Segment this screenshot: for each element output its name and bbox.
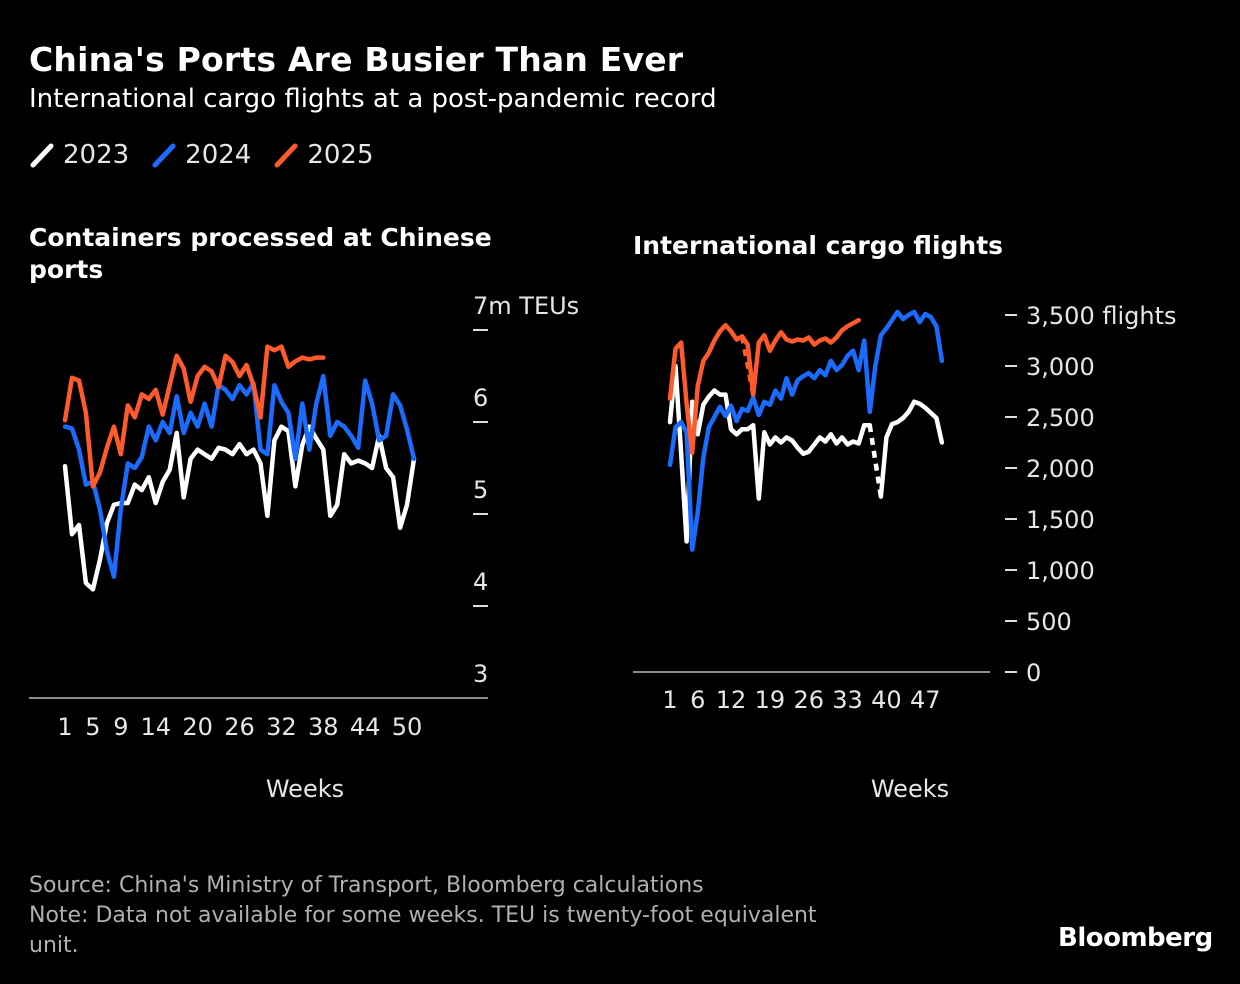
- x-tick-label: 14: [140, 713, 171, 741]
- series-line-2025: [62, 344, 326, 489]
- x-tick-label: 47: [910, 686, 941, 714]
- legend-item-2023: 2023: [29, 140, 129, 170]
- x-tick-label: 32: [266, 713, 297, 741]
- chart-title: China's Ports Are Busier Than Ever: [29, 40, 684, 79]
- legend-label-2024: 2024: [185, 140, 252, 170]
- x-tick-label: 12: [716, 686, 747, 714]
- legend-label-2023: 2023: [63, 140, 130, 170]
- y-tick-label: 0: [1026, 659, 1041, 687]
- legend-label-2025: 2025: [307, 140, 374, 170]
- y-tick-label: 3: [473, 660, 488, 688]
- y-tick-label: 500: [1026, 608, 1072, 636]
- left-panel-title: Containers processed at Chinese ports: [29, 223, 492, 284]
- series-line-2023: [667, 363, 945, 544]
- source-note: Source: China's Ministry of Transport, B…: [29, 873, 704, 898]
- y-tick-label: 7m TEUs: [473, 292, 579, 320]
- y-tick-label: 2,000: [1026, 455, 1095, 483]
- legend-swatch-2023: [30, 143, 54, 168]
- series-line-2025: [667, 317, 861, 455]
- y-tick-label: 3,000: [1026, 353, 1095, 381]
- gap-dash-2023: [867, 424, 884, 497]
- x-tick-label: 20: [182, 713, 213, 741]
- legend: 2023 2024 2025: [29, 140, 374, 170]
- data-note: Note: Data not available for some weeks.…: [29, 903, 817, 958]
- legend-item-2025: 2025: [273, 140, 374, 170]
- x-tick-label: 40: [871, 686, 902, 714]
- y-tick-label: 5: [473, 476, 488, 504]
- legend-item-2024: 2024: [151, 140, 251, 170]
- legend-swatch-2024: [152, 143, 176, 168]
- x-tick-label: 44: [350, 713, 381, 741]
- y-tick-label: 4: [473, 568, 488, 596]
- series-line-2024: [667, 309, 945, 552]
- x-tick-label: 26: [793, 686, 824, 714]
- x-tick-label: 5: [85, 713, 100, 741]
- x-axis-title: Weeks: [266, 775, 344, 803]
- x-tick-label: 1: [57, 713, 72, 741]
- x-tick-label: 38: [308, 713, 339, 741]
- chart-subtitle: International cargo flights at a post-pa…: [29, 84, 717, 114]
- y-tick-label: 1,500: [1026, 506, 1095, 534]
- x-tick-label: 1: [662, 686, 677, 714]
- bloomberg-logo: Bloomberg: [1058, 923, 1213, 953]
- x-tick-label: 6: [690, 686, 705, 714]
- series-line-2024: [62, 373, 417, 579]
- x-tick-label: 26: [224, 713, 255, 741]
- gap-dash-2025: [739, 335, 756, 395]
- x-axis-title: Weeks: [871, 775, 949, 803]
- x-tick-label: 50: [392, 713, 423, 741]
- x-tick-label: 33: [832, 686, 863, 714]
- right-panel-title: International cargo flights: [633, 231, 1004, 260]
- y-tick-label: 1,000: [1026, 557, 1095, 585]
- x-tick-label: 19: [755, 686, 786, 714]
- x-tick-label: 9: [113, 713, 128, 741]
- y-tick-label: 2,500: [1026, 404, 1095, 432]
- y-tick-label: 3,500 flights: [1026, 302, 1176, 330]
- y-tick-label: 6: [473, 384, 488, 412]
- legend-swatch-2025: [274, 143, 298, 168]
